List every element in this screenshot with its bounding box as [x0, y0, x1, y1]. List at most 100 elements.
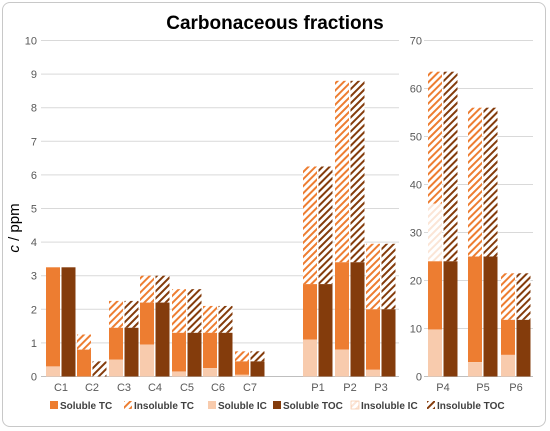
- bar-soluble-tc: [335, 262, 349, 350]
- bar-soluble-tc: [203, 332, 217, 369]
- bar-insoluble-toc: [155, 275, 170, 303]
- bar-insoluble-toc: [350, 80, 365, 263]
- legend-label: Soluble TOC: [283, 401, 343, 412]
- x-tick-label: P2: [343, 382, 356, 394]
- legend-swatch: [208, 401, 216, 409]
- bar-soluble-tc: [501, 319, 515, 355]
- bar-soluble-toc: [318, 284, 333, 377]
- bar-soluble-toc: [516, 319, 531, 377]
- bar-soluble-toc: [350, 262, 365, 377]
- bar-insoluble-toc: [443, 71, 458, 262]
- bar-soluble-tc: [140, 302, 154, 345]
- bar-insoluble-tc: [501, 273, 515, 320]
- legend-label: Soluble IC: [218, 401, 267, 412]
- chart-title: Carbonaceous fractions: [166, 13, 384, 34]
- x-tick-label: P4: [436, 382, 449, 394]
- legend-label: Insoluble TOC: [437, 401, 505, 412]
- y-tick-label: 6: [31, 170, 37, 182]
- legend-swatch: [350, 400, 360, 410]
- bar-soluble-tc: [468, 256, 482, 363]
- legend-label: Insoluble TC: [134, 401, 194, 412]
- bar-soluble-toc: [124, 327, 139, 377]
- bar-soluble-toc: [155, 302, 170, 377]
- x-tick-label: C5: [180, 382, 194, 394]
- bar-soluble-toc: [250, 361, 265, 377]
- x-tick-label: C2: [85, 382, 99, 394]
- bar-insoluble-tc: [77, 334, 91, 350]
- bar-soluble-tc: [303, 284, 317, 340]
- bar-soluble-ic: [501, 354, 515, 377]
- y-tick-label: 7: [31, 136, 37, 148]
- bar-insoluble-tc: [109, 300, 123, 328]
- bar-soluble-tc: [109, 327, 123, 360]
- legend-swatch: [427, 401, 435, 409]
- bar-soluble-ic: [428, 329, 442, 377]
- y-tick-label: 10: [410, 324, 422, 336]
- x-tick-label: C7: [243, 382, 257, 394]
- bar-insoluble-toc: [92, 361, 107, 377]
- bar-soluble-toc: [483, 256, 498, 377]
- y-tick-label: 3: [31, 271, 37, 283]
- legend-label: Insoluble IC: [361, 401, 418, 412]
- y-tick-label: 1: [31, 338, 37, 350]
- bar-soluble-tc: [77, 349, 91, 377]
- bar-insoluble-toc: [483, 107, 498, 257]
- bar-soluble-ic: [468, 362, 482, 377]
- y-tick-label: 9: [31, 69, 37, 81]
- bar-soluble-tc: [428, 261, 442, 330]
- y-tick-label: 50: [410, 132, 422, 144]
- bar-soluble-toc: [381, 309, 396, 377]
- legend-swatch: [273, 401, 281, 409]
- bar-soluble-ic: [335, 349, 349, 377]
- bar-insoluble-tc: [366, 243, 380, 310]
- bar-soluble-toc: [218, 332, 233, 377]
- bar-soluble-ic: [366, 369, 380, 377]
- legend-label: Soluble TC: [60, 401, 112, 412]
- y-tick-label: 4: [31, 237, 37, 249]
- x-tick-label: C1: [54, 382, 68, 394]
- x-tick-label: P1: [311, 382, 324, 394]
- bar-insoluble-ic: [428, 203, 442, 262]
- bar-insoluble-tc: [428, 71, 442, 204]
- y-tick-label: 2: [31, 304, 37, 316]
- bar-soluble-toc: [61, 267, 76, 377]
- bar-soluble-toc: [187, 332, 202, 377]
- bar-soluble-ic: [46, 366, 60, 377]
- bar-insoluble-tc: [140, 275, 154, 303]
- y-tick-label: 70: [410, 36, 422, 48]
- x-tick-label: P3: [374, 382, 387, 394]
- bar-insoluble-tc: [468, 107, 482, 257]
- bar-insoluble-toc: [516, 273, 531, 320]
- bar-soluble-tc: [172, 332, 186, 372]
- bar-soluble-ic: [203, 368, 217, 377]
- bar-soluble-tc: [46, 267, 60, 367]
- legend: Soluble TC Insoluble TC Soluble IC Soluble …: [50, 400, 505, 412]
- y-tick-label: 5: [31, 204, 37, 216]
- x-tick-label: C3: [117, 382, 131, 394]
- y-tick-label: 20: [410, 276, 422, 288]
- bar-insoluble-tc: [235, 351, 249, 362]
- y-tick-label: 60: [410, 84, 422, 96]
- x-tick-label: C4: [148, 382, 162, 394]
- bar-insoluble-tc: [203, 305, 217, 333]
- x-tick-label: P5: [476, 382, 489, 394]
- y-tick-label: 40: [410, 180, 422, 192]
- bar-insoluble-toc: [218, 305, 233, 333]
- y-tick-label: 10: [25, 36, 37, 48]
- bar-insoluble-tc: [335, 80, 349, 263]
- bar-insoluble-tc: [303, 166, 317, 285]
- bar-insoluble-toc: [250, 351, 265, 362]
- y-tick-label: 0: [416, 372, 422, 384]
- y-tick-label: 0: [31, 372, 37, 384]
- bar-insoluble-toc: [124, 300, 139, 328]
- bar-soluble-tc: [235, 361, 249, 375]
- bar-soluble-ic: [172, 371, 186, 377]
- bar-soluble-toc: [443, 261, 458, 377]
- y-tick-label: 8: [31, 103, 37, 115]
- x-tick-label: P6: [509, 382, 522, 394]
- bar-soluble-tc: [366, 309, 380, 370]
- bar-insoluble-tc: [172, 289, 186, 333]
- bar-soluble-ic: [303, 339, 317, 377]
- bar-insoluble-toc: [187, 289, 202, 333]
